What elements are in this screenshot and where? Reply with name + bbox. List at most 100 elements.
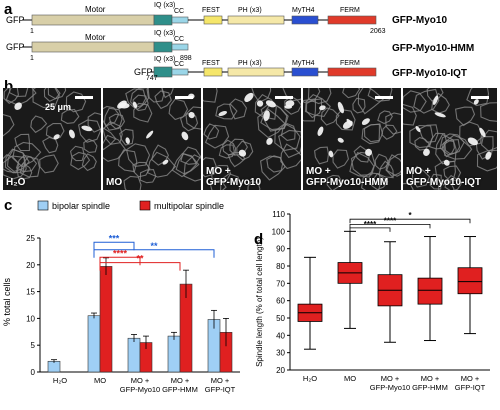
scale-bar xyxy=(75,96,93,99)
cell-outline xyxy=(146,88,165,103)
d-y-tick-label: 40 xyxy=(276,331,285,340)
fest-label: FEST xyxy=(202,60,221,67)
panel-a-diagram: a GFP Motor IQ (x3) CC FEST PH (x3) MyTH… xyxy=(4,1,474,80)
gfp-tag-3: GFP xyxy=(134,67,153,77)
scale-bar xyxy=(471,96,489,99)
c-x-tick-label: H₂O xyxy=(53,376,67,385)
micrograph-mo: MO xyxy=(103,88,201,190)
cell-outline xyxy=(32,88,60,109)
cell-outline xyxy=(353,145,371,163)
cc-domain xyxy=(171,43,189,51)
motor-label: Motor xyxy=(85,5,106,14)
c-significance-bracket xyxy=(93,249,215,258)
c-x-tick-label: MO + xyxy=(211,376,230,385)
spindle-signal xyxy=(132,101,138,109)
cell-outline xyxy=(444,174,463,190)
cell-outline xyxy=(70,151,91,171)
c-x-tick-label: MO + xyxy=(171,376,190,385)
panel-b-label: b xyxy=(4,78,14,95)
c-x-tick-label: GFP-HMM xyxy=(162,385,198,394)
ph-domain xyxy=(227,67,285,77)
gfp-tag-2: GFP xyxy=(6,42,25,52)
construct-row-iqt: GFP IQ (x3) CC FEST PH (x3) MyTH4 FERM 7… xyxy=(134,56,467,80)
cell-outline xyxy=(218,144,235,159)
cell-outline xyxy=(326,174,343,190)
cell-outline xyxy=(335,109,356,131)
iq-label: IQ (x3) xyxy=(154,2,175,9)
spindle-signal xyxy=(473,99,479,105)
iq-domain xyxy=(153,41,173,53)
panel-d-box-chart: d Spindle length (% of total cell length… xyxy=(254,210,490,392)
spindle-signal xyxy=(443,159,450,166)
c-bar xyxy=(99,266,113,373)
fest-label: FEST xyxy=(202,7,221,14)
micrograph-caption: MO xyxy=(106,177,123,188)
d-x-tick-label: GFP-HMM xyxy=(412,383,448,392)
scale-bar xyxy=(375,96,393,99)
cell-outline xyxy=(378,160,394,179)
cell-outline xyxy=(411,165,431,188)
c-significance-stars: ** xyxy=(136,254,144,264)
cell-outline xyxy=(247,181,261,190)
c-significance-stars: ** xyxy=(150,241,158,251)
cell-outline xyxy=(466,88,490,107)
cell-outline xyxy=(81,153,97,172)
cell-outline xyxy=(180,146,201,165)
cell-outline xyxy=(418,124,439,143)
cc-label: CC xyxy=(174,36,184,43)
spindle-signal xyxy=(266,137,273,145)
cell-outline xyxy=(203,157,217,178)
cell-outline xyxy=(132,161,151,178)
cell-outline xyxy=(185,106,201,130)
c-bar xyxy=(167,335,181,373)
cell-outline xyxy=(103,134,127,162)
d-x-tick-label: MO + xyxy=(381,374,400,383)
construct-row-full: GFP Motor IQ (x3) CC FEST PH (x3) MyTH4 … xyxy=(6,2,447,35)
spindle-signal xyxy=(337,137,344,143)
myth4-domain xyxy=(291,15,319,25)
micrograph-caption: MO + GFP-Myo10 xyxy=(206,166,262,188)
motor-label: Motor xyxy=(85,33,106,42)
d-y-tick-label: 70 xyxy=(276,279,285,288)
start-aa-3: 747 xyxy=(146,75,158,80)
fest-domain xyxy=(203,15,223,25)
ferm-label: FERM xyxy=(340,60,360,67)
ferm-domain xyxy=(327,67,377,77)
cell-outline xyxy=(280,122,296,141)
c-y-tick-label: 0 xyxy=(31,368,36,377)
spindle-signal xyxy=(467,137,478,146)
spindle-signal xyxy=(218,110,228,117)
ph-label: PH (x3) xyxy=(238,7,262,14)
cell-outline xyxy=(363,123,380,143)
panel-d-label: d xyxy=(254,231,263,248)
spindle-signal xyxy=(434,112,446,118)
cc-label: CC xyxy=(174,8,184,15)
spindle-signal xyxy=(162,159,169,165)
cell-outline xyxy=(6,148,30,173)
end-aa-1: 2063 xyxy=(370,28,386,35)
cell-outline xyxy=(220,173,242,190)
spindle-signal xyxy=(328,150,334,158)
cell-outline xyxy=(183,154,201,182)
cell-outline xyxy=(414,136,430,151)
spindle-signal xyxy=(181,131,189,141)
iq-label: IQ (x3) xyxy=(154,56,175,63)
gfp-tag-1: GFP xyxy=(6,15,25,25)
cell-outline xyxy=(236,140,254,161)
spindle-signal xyxy=(125,137,130,144)
cell-outline xyxy=(251,88,272,103)
d-y-tick-label: 100 xyxy=(272,227,286,236)
cell-outline xyxy=(320,107,340,126)
c-bar xyxy=(87,315,101,373)
cell-texture xyxy=(3,88,101,180)
d-box xyxy=(457,267,483,295)
cell-outline xyxy=(39,154,59,174)
d-significance-bracket xyxy=(349,224,431,229)
cell-outline xyxy=(133,102,153,123)
c-x-tick-label: GFP-IQT xyxy=(205,385,236,394)
d-y-tick-label: 30 xyxy=(276,349,285,358)
spindle-signal xyxy=(485,151,492,160)
d-x-tick-label: GFP-IQT xyxy=(455,383,486,392)
micrograph-h2o: 25 μm H₂O xyxy=(3,88,101,190)
legend-swatch-multipolar xyxy=(139,200,151,211)
